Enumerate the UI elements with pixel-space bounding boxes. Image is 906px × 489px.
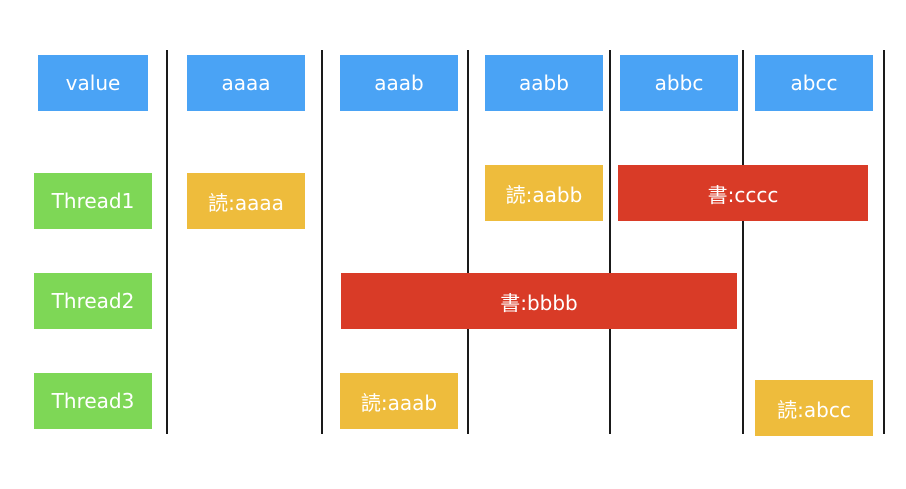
value-state-aabb: aabb [485,55,603,111]
divider-line-2 [321,50,323,434]
thread3-read-aaab: 読:aaab [340,373,458,429]
thread1-read-aabb: 読:aabb [485,165,603,221]
value-state-abbc: abbc [620,55,738,111]
divider-line-4 [609,50,611,434]
thread1-read-aaaa: 読:aaaa [187,173,305,229]
value-header: value [38,55,148,111]
divider-line-3 [467,50,469,434]
value-state-aaaa: aaaa [187,55,305,111]
thread2-write-bbbb: 書:bbbb [341,273,737,329]
value-state-aaab: aaab [340,55,458,111]
value-state-abcc: abcc [755,55,873,111]
divider-line-1 [166,50,168,434]
thread1-write-cccc: 書:cccc [618,165,868,221]
thread3-read-abcc: 読:abcc [755,380,873,436]
divider-line-5 [742,50,744,434]
thread2-label: Thread2 [34,273,152,329]
thread3-label: Thread3 [34,373,152,429]
divider-line-6 [883,50,885,434]
thread1-label: Thread1 [34,173,152,229]
